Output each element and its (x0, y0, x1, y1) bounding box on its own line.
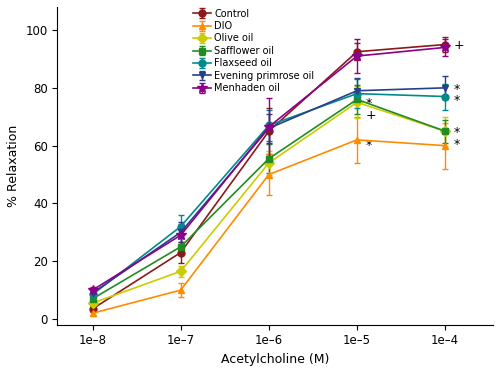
X-axis label: Acetylcholine (M): Acetylcholine (M) (221, 353, 330, 366)
Text: *: * (454, 94, 460, 107)
Legend: Control, DIO, Olive oil, Safflower oil, Flaxseed oil, Evening primrose oil, Menh: Control, DIO, Olive oil, Safflower oil, … (193, 9, 314, 93)
Text: *: * (454, 138, 460, 151)
Text: *: * (454, 83, 460, 96)
Text: +: + (366, 109, 376, 122)
Text: *: * (366, 139, 372, 152)
Text: +: + (454, 40, 464, 53)
Y-axis label: % Relaxation: % Relaxation (7, 125, 20, 207)
Text: *: * (454, 126, 460, 139)
Text: *: * (366, 97, 372, 110)
